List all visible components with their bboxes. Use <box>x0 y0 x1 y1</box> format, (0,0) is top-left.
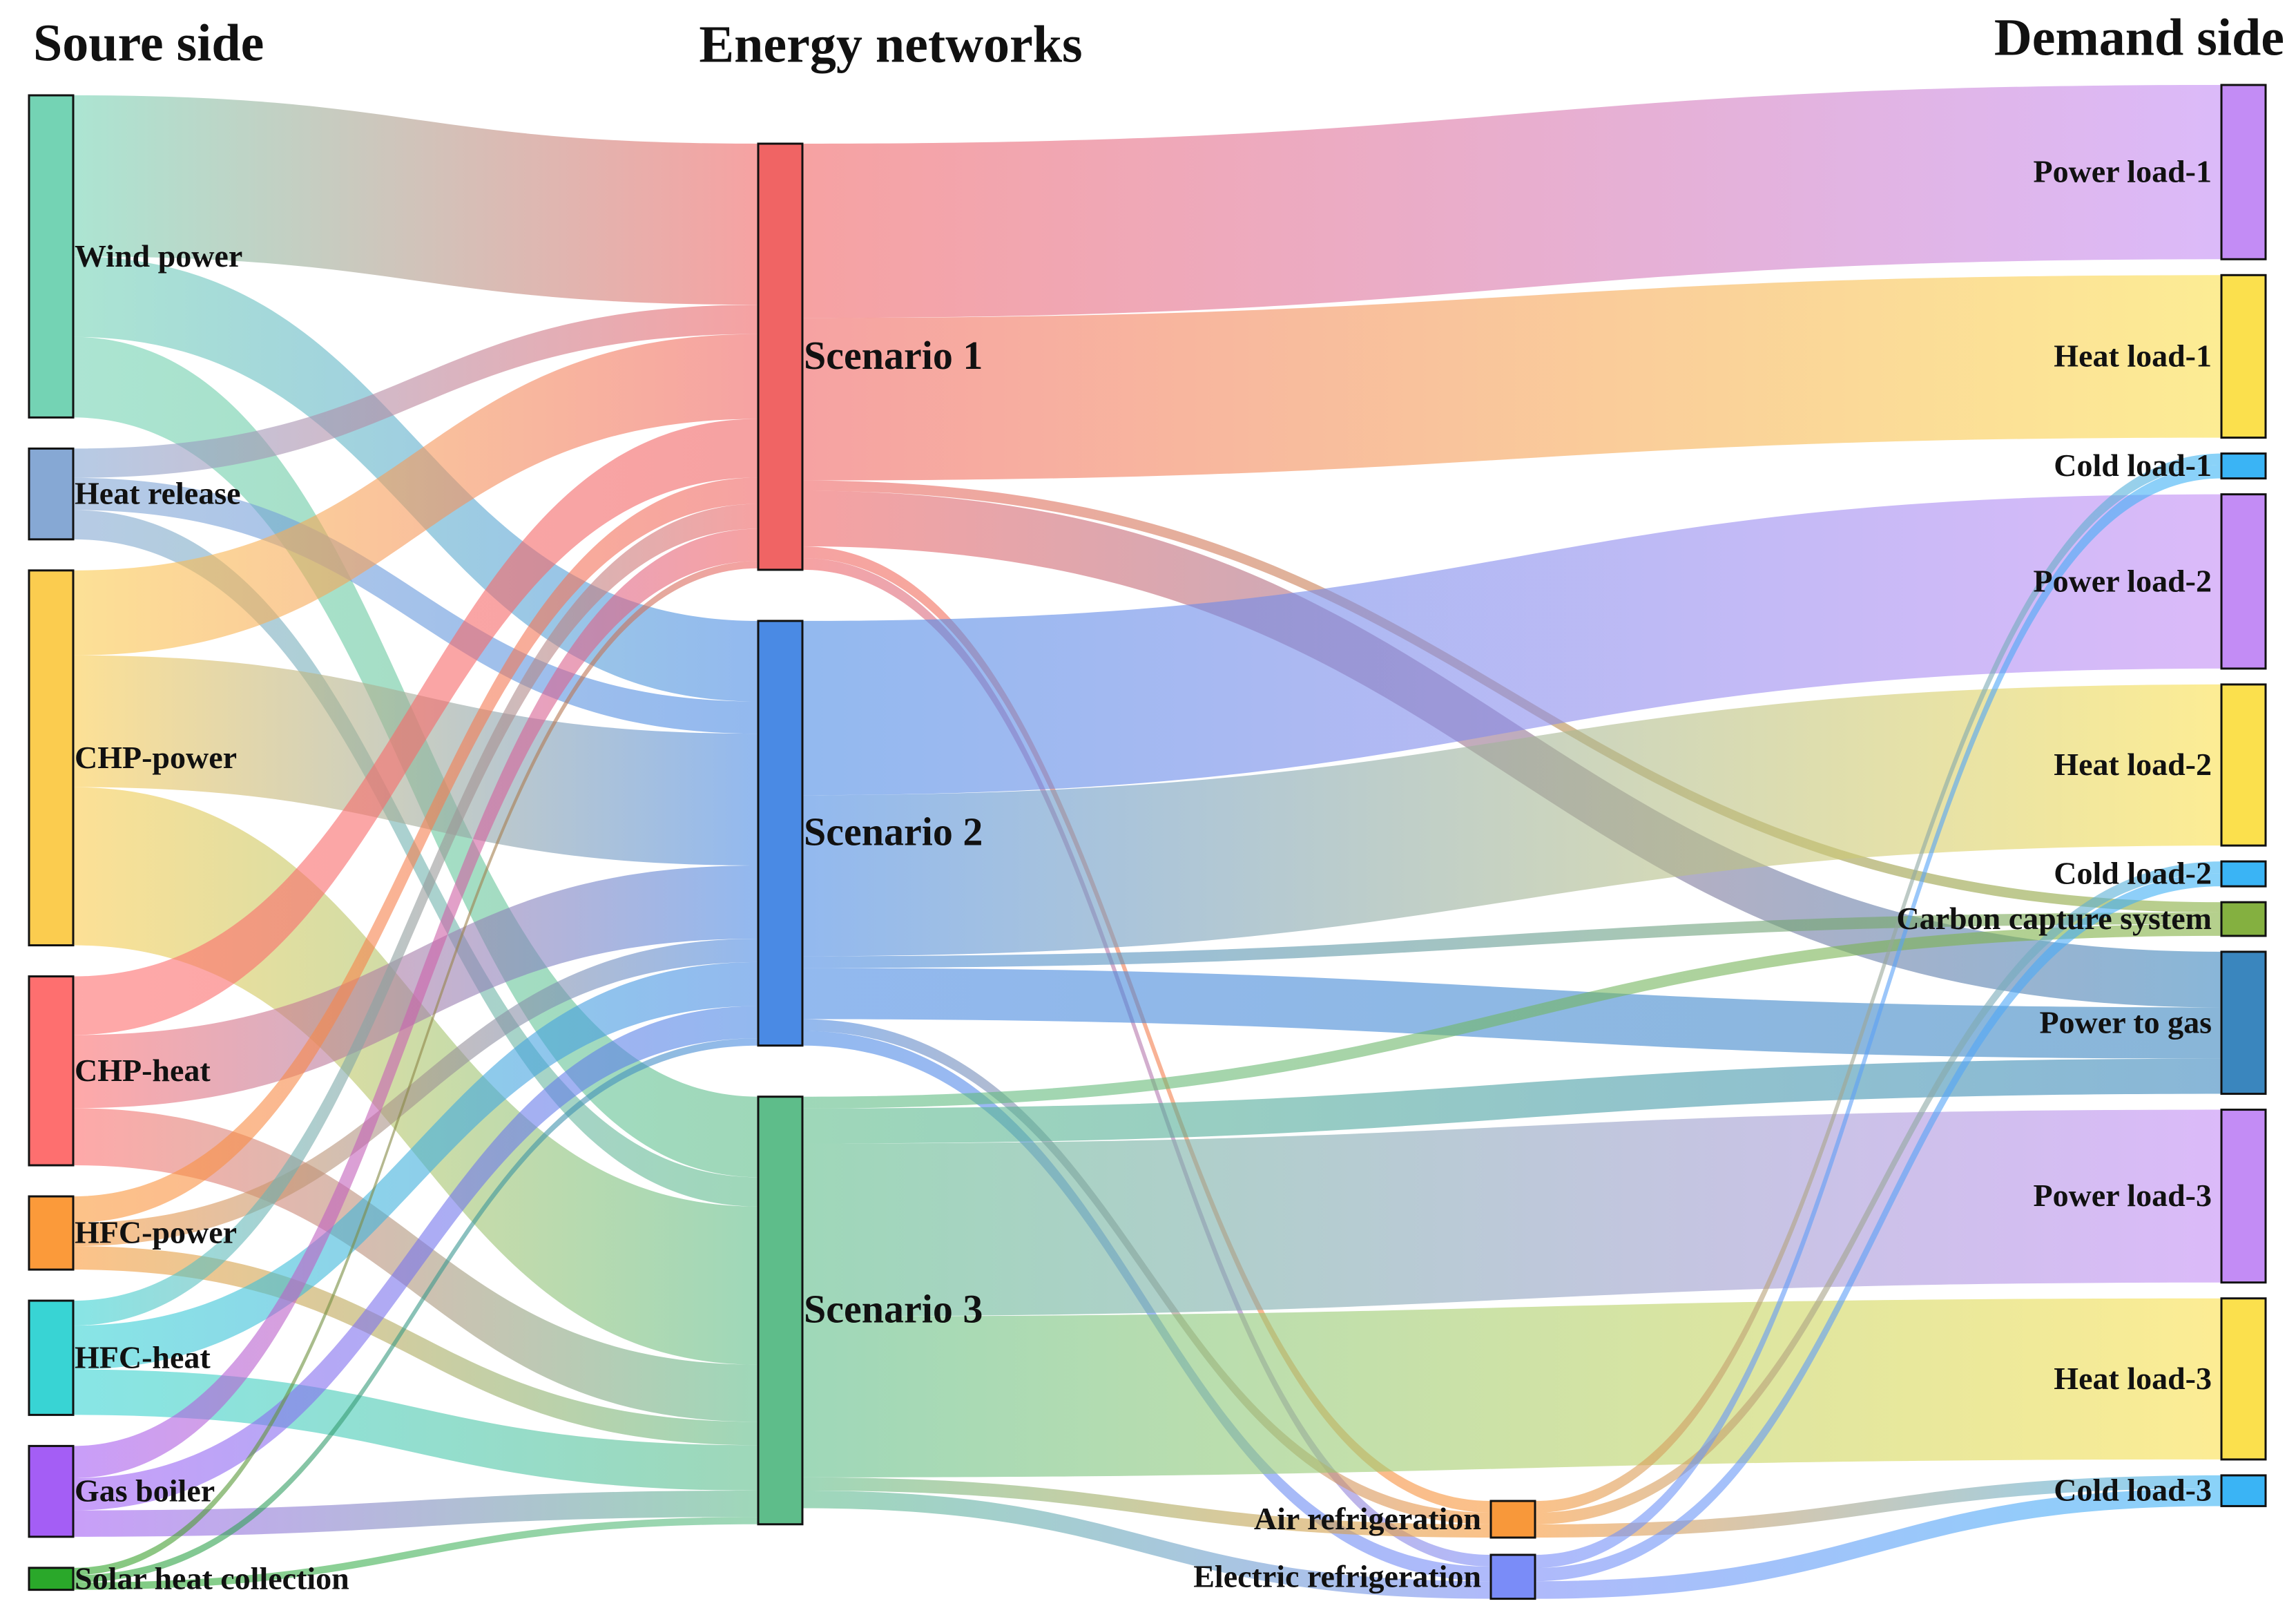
link <box>73 504 758 1326</box>
link <box>73 477 758 1223</box>
node <box>28 1444 75 1538</box>
link <box>802 1058 2221 1144</box>
link <box>73 1006 758 1511</box>
node-label: Cold load-2 <box>2054 856 2212 891</box>
link <box>802 275 2221 481</box>
node-label: Power load-1 <box>2033 154 2212 189</box>
node-label: Gas boiler <box>75 1473 215 1509</box>
link <box>73 477 758 734</box>
link <box>802 85 2221 318</box>
link <box>802 1109 2221 1317</box>
node <box>1489 1500 1536 1539</box>
link <box>1535 1489 2221 1599</box>
node-label: CHP-heat <box>75 1053 211 1088</box>
link <box>802 1491 1491 1599</box>
node <box>2220 452 2267 480</box>
column-title: Demand side <box>1994 8 2284 66</box>
node <box>28 447 75 541</box>
link <box>73 305 758 478</box>
link <box>1535 465 2221 1569</box>
column-title: Soure side <box>33 14 264 72</box>
link <box>73 865 758 1109</box>
node <box>2220 950 2267 1095</box>
node-label: Heat load-2 <box>2054 747 2212 782</box>
link <box>73 95 758 305</box>
node-label: Power load-2 <box>2033 563 2212 598</box>
link <box>73 1038 758 1583</box>
link <box>802 684 2221 957</box>
link <box>73 334 758 656</box>
link <box>73 961 758 1370</box>
node <box>2220 683 2267 847</box>
node-label: Heat load-1 <box>2054 338 2212 374</box>
node-label: Scenario 2 <box>804 810 983 854</box>
node-label: Carbon capture system <box>1896 901 2212 936</box>
node <box>2220 1109 2267 1284</box>
node <box>28 975 75 1167</box>
link <box>73 938 758 1247</box>
node-label: Solar heat collection <box>75 1560 349 1596</box>
link <box>73 1369 758 1491</box>
link <box>1535 873 2221 1582</box>
node <box>2220 274 2267 439</box>
link <box>73 655 758 865</box>
link <box>73 528 758 1479</box>
link <box>73 419 758 1035</box>
node-label: Power to gas <box>2039 1004 2212 1040</box>
node <box>757 142 804 571</box>
node-label: Wind power <box>75 238 242 274</box>
node-label: Cold load-3 <box>2054 1473 2212 1508</box>
node-label: Air refrigeration <box>1254 1501 1481 1536</box>
node-label: Scenario 3 <box>804 1287 983 1332</box>
node-label: Scenario 1 <box>804 333 983 378</box>
link <box>73 1246 758 1446</box>
node-label: Heat release <box>75 476 241 511</box>
node <box>28 1299 75 1416</box>
node-label: Heat load-3 <box>2054 1361 2212 1396</box>
node <box>757 1095 804 1526</box>
links <box>73 85 2221 1599</box>
column-title: Energy networks <box>699 15 1082 73</box>
node <box>2220 493 2267 670</box>
link <box>802 924 2221 1109</box>
node-label: Power load-3 <box>2033 1178 2212 1213</box>
node <box>1489 1553 1536 1600</box>
node <box>2220 901 2267 937</box>
link <box>1535 1475 2221 1538</box>
link <box>802 1477 1491 1538</box>
node <box>757 620 804 1047</box>
node-label: Cold load-1 <box>2054 448 2212 483</box>
link <box>73 561 758 1576</box>
node <box>28 1567 75 1591</box>
node <box>2220 84 2267 260</box>
node-label: HFC-power <box>75 1215 237 1250</box>
link <box>1535 861 2221 1524</box>
link <box>1535 453 2221 1513</box>
node <box>28 1195 75 1271</box>
link <box>802 912 2221 968</box>
link <box>73 1517 758 1590</box>
node <box>28 94 75 419</box>
node-label: CHP-power <box>75 740 237 775</box>
link <box>802 494 2221 796</box>
node-label: HFC-heat <box>75 1339 211 1375</box>
node <box>2220 1297 2267 1461</box>
nodes: Wind power Heat release CHP-power CHP-heat H… <box>28 84 2267 1600</box>
node <box>2220 860 2267 888</box>
link <box>802 557 1491 1567</box>
link <box>802 1298 2221 1477</box>
node-label: Electric refrigeration <box>1193 1558 1481 1594</box>
node <box>2220 1474 2267 1507</box>
node <box>28 569 75 947</box>
link <box>802 546 1491 1513</box>
